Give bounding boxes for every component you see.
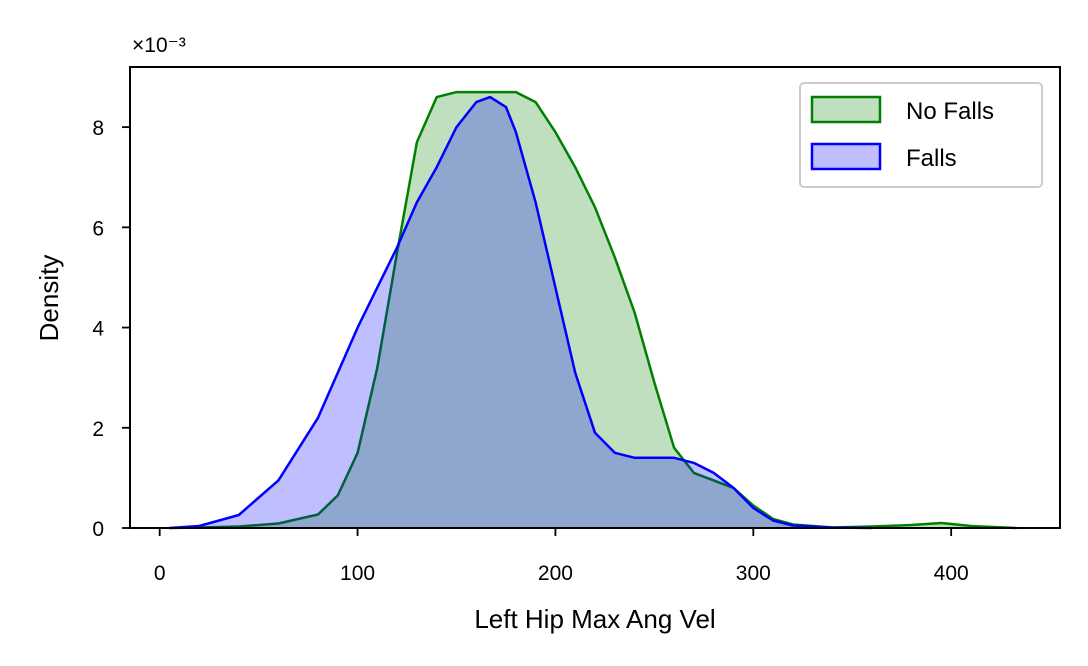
legend-swatch-no-falls — [810, 95, 882, 124]
legend-swatch-falls — [810, 142, 882, 171]
y-tick-label: 2 — [92, 418, 104, 441]
y-axis-ticks: 0 2 4 6 8 — [92, 117, 130, 541]
series-line-falls — [169, 95, 873, 530]
y-tick-label: 4 — [92, 318, 104, 341]
y-tick-label: 6 — [92, 217, 104, 240]
axes-frame — [129, 66, 1061, 529]
x-axis-ticks: 0 100 200 300 400 — [154, 528, 969, 585]
legend: No Falls Falls — [799, 82, 1043, 188]
y-scale-label: ×10⁻³ — [132, 34, 186, 57]
x-tick-label: 300 — [736, 562, 771, 585]
series-layer — [169, 90, 1017, 530]
y-tick-label: 0 — [92, 518, 104, 541]
legend-label-falls: Falls — [906, 145, 957, 172]
x-tick-label: 100 — [340, 562, 375, 585]
x-tick-label: 0 — [154, 562, 166, 585]
y-axis-label: Density — [34, 255, 64, 342]
x-tick-label: 400 — [934, 562, 969, 585]
x-tick-label: 200 — [538, 562, 573, 585]
series-area-no-falls — [169, 92, 1017, 528]
legend-label-no-falls: No Falls — [906, 98, 994, 125]
series-area-falls — [169, 97, 873, 528]
legend-box — [799, 82, 1043, 188]
y-tick-label: 8 — [92, 117, 104, 140]
x-axis-label: Left Hip Max Ang Vel — [474, 604, 715, 634]
